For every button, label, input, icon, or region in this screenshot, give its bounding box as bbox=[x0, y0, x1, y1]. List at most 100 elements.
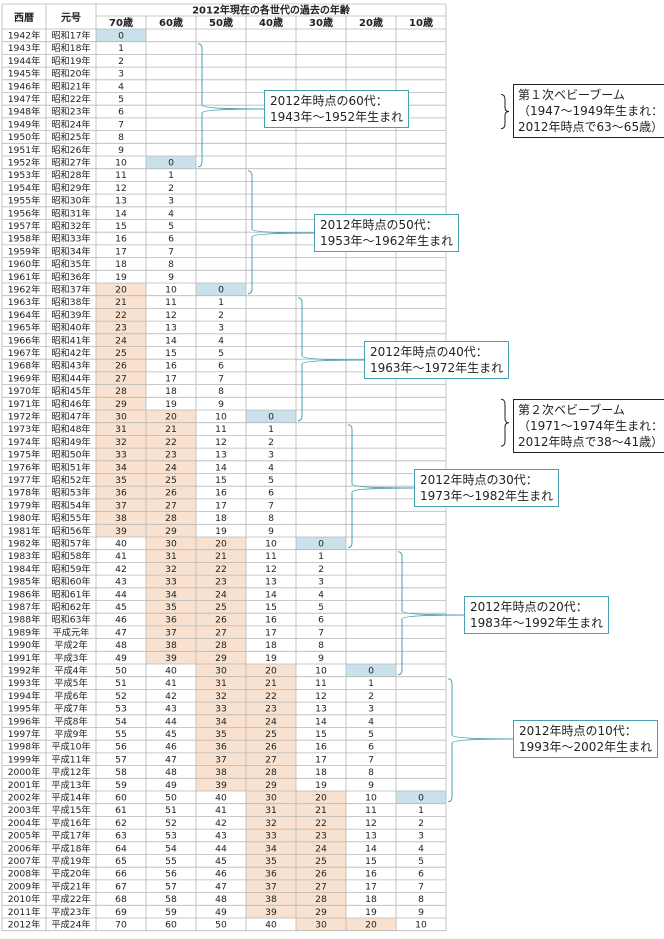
cell-highlight bbox=[246, 727, 296, 741]
baby-boom-bracket bbox=[500, 94, 510, 130]
era-cell: 昭和62年 bbox=[51, 601, 90, 613]
era-cell: 昭和37年 bbox=[51, 284, 90, 296]
age-cell: 44 bbox=[165, 716, 177, 727]
age-cell: 40 bbox=[215, 793, 227, 804]
age-cell: 19 bbox=[315, 780, 327, 791]
era-cell: 昭和24年 bbox=[51, 118, 90, 130]
note-line: （1947〜1949年生まれ： bbox=[518, 104, 664, 118]
cell-highlight bbox=[96, 524, 146, 537]
age-cell: 64 bbox=[115, 843, 127, 854]
cell-highlight bbox=[246, 752, 296, 766]
age-cell: 38 bbox=[115, 513, 127, 524]
age-cell: 18 bbox=[165, 386, 177, 397]
era-cell: 平成15年 bbox=[51, 804, 90, 816]
era-cell: 昭和42年 bbox=[51, 347, 90, 359]
age-cell: 5 bbox=[118, 94, 124, 105]
year-cell: 1989年 bbox=[8, 626, 41, 638]
note-line: （1971〜1974年生まれ： bbox=[518, 419, 664, 433]
age-cell: 35 bbox=[115, 475, 127, 486]
year-cell: 1948年 bbox=[8, 106, 41, 118]
age-cell: 10 bbox=[165, 285, 177, 296]
year-cell: 1955年 bbox=[8, 195, 41, 207]
age-cell: 11 bbox=[315, 678, 327, 689]
age-cell: 9 bbox=[368, 780, 374, 791]
year-cell: 2012年 bbox=[8, 919, 41, 931]
year-cell: 1974年 bbox=[8, 436, 41, 448]
year-cell: 2004年 bbox=[8, 817, 41, 829]
year-cell: 1966年 bbox=[8, 334, 41, 346]
era-cell: 昭和23年 bbox=[51, 106, 90, 118]
age-cell: 2 bbox=[268, 437, 274, 448]
age-cell: 17 bbox=[365, 881, 377, 892]
age-cell: 47 bbox=[115, 627, 127, 638]
era-cell: 平成元年 bbox=[53, 626, 90, 638]
age-cell: 50 bbox=[115, 666, 127, 677]
year-cell: 1960年 bbox=[8, 258, 41, 270]
age-cell: 39 bbox=[265, 907, 277, 918]
cell-highlight bbox=[96, 29, 146, 42]
age-cell: 23 bbox=[215, 577, 227, 588]
age-cell: 57 bbox=[165, 881, 177, 892]
age-cell: 3 bbox=[218, 323, 224, 334]
age-cell: 36 bbox=[165, 615, 177, 626]
cell-highlight bbox=[196, 765, 246, 779]
cell-highlight bbox=[296, 791, 346, 804]
cell-highlight bbox=[246, 702, 296, 715]
age-cell: 33 bbox=[265, 831, 277, 842]
era-cell: 平成7年 bbox=[54, 703, 87, 715]
header-age-6: 20歳 bbox=[359, 16, 383, 29]
age-cell: 27 bbox=[315, 881, 327, 892]
age-cell: 48 bbox=[215, 894, 227, 905]
cell-highlight bbox=[146, 562, 196, 576]
note-line: 2012年時点で63〜65歳） bbox=[518, 120, 664, 134]
cell-highlight bbox=[296, 867, 346, 880]
year-cell: 1979年 bbox=[8, 499, 41, 511]
year-cell: 1998年 bbox=[8, 741, 41, 753]
age-cell: 5 bbox=[318, 602, 324, 613]
age-cell: 21 bbox=[265, 678, 277, 689]
age-cell: 25 bbox=[115, 348, 127, 359]
cell-highlight bbox=[246, 689, 296, 703]
age-cell: 16 bbox=[315, 742, 327, 753]
cell-highlight bbox=[246, 854, 296, 868]
age-cell: 43 bbox=[215, 831, 227, 842]
era-cell: 昭和43年 bbox=[51, 360, 90, 372]
era-cell: 昭和26年 bbox=[51, 144, 90, 156]
era-cell: 平成5年 bbox=[54, 677, 87, 689]
age-cell: 17 bbox=[265, 627, 277, 638]
age-cell: 52 bbox=[115, 691, 127, 702]
age-cell: 18 bbox=[115, 259, 127, 270]
cell-highlight bbox=[146, 625, 196, 639]
era-cell: 平成11年 bbox=[51, 753, 90, 765]
age-cell: 33 bbox=[115, 450, 127, 461]
age-cell: 35 bbox=[265, 856, 277, 867]
age-cell: 16 bbox=[115, 234, 127, 245]
cell-highlight bbox=[146, 460, 196, 474]
era-cell: 昭和56年 bbox=[51, 525, 90, 537]
cell-highlight bbox=[246, 867, 296, 880]
age-cell: 32 bbox=[115, 437, 127, 448]
age-cell: 29 bbox=[115, 399, 127, 410]
year-cell: 2000年 bbox=[8, 766, 41, 778]
age-cell: 41 bbox=[165, 678, 177, 689]
era-cell: 昭和46年 bbox=[51, 398, 90, 410]
age-cell: 49 bbox=[115, 653, 127, 664]
era-cell: 昭和55年 bbox=[51, 512, 90, 524]
cell-highlight bbox=[196, 740, 246, 753]
cell-highlight bbox=[146, 410, 196, 423]
age-cell: 13 bbox=[215, 450, 227, 461]
header-age-4: 40歳 bbox=[259, 16, 283, 29]
age-cell: 13 bbox=[365, 831, 377, 842]
age-cell: 10 bbox=[415, 920, 427, 931]
cell-highlight bbox=[246, 803, 296, 817]
era-cell: 平成18年 bbox=[51, 842, 90, 854]
cell-highlight bbox=[96, 346, 146, 360]
age-cell: 4 bbox=[268, 462, 274, 473]
cell-highlight bbox=[246, 905, 296, 918]
age-cell: 24 bbox=[165, 462, 177, 473]
age-cell: 4 bbox=[368, 716, 374, 727]
year-cell: 1977年 bbox=[8, 474, 41, 486]
era-cell: 昭和40年 bbox=[51, 322, 90, 334]
cell-highlight bbox=[96, 333, 146, 347]
year-cell: 1991年 bbox=[8, 652, 41, 664]
